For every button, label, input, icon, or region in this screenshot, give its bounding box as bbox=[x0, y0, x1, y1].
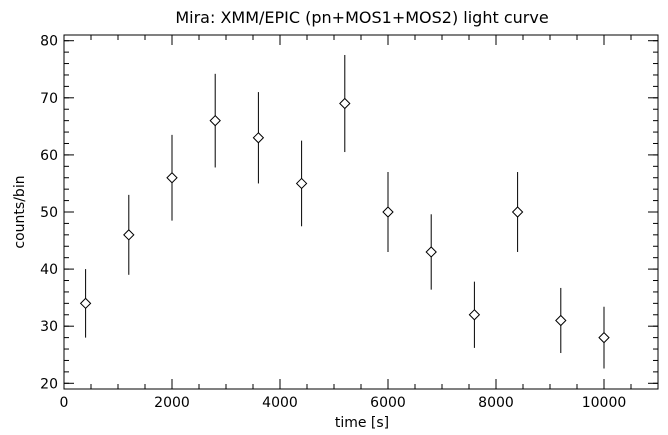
diamond-marker bbox=[511, 206, 524, 218]
diamond-marker bbox=[425, 246, 437, 258]
diamond-marker bbox=[166, 172, 178, 184]
y-tick-label: 70 bbox=[40, 91, 58, 107]
data-series bbox=[79, 54, 610, 369]
diamond-marker bbox=[252, 132, 265, 144]
diamond-marker bbox=[555, 314, 567, 327]
chart-title: Mira: XMM/EPIC (pn+MOS1+MOS2) light curv… bbox=[175, 8, 548, 27]
diamond-marker bbox=[339, 97, 351, 110]
data-point bbox=[79, 269, 92, 338]
plot-frame bbox=[63, 34, 659, 390]
diamond-marker bbox=[468, 309, 481, 321]
y-tick-label: 40 bbox=[40, 262, 58, 278]
data-point bbox=[425, 214, 437, 290]
data-point bbox=[555, 287, 567, 354]
data-point bbox=[123, 194, 135, 275]
data-point bbox=[295, 140, 308, 227]
data-point bbox=[511, 172, 524, 252]
diamond-marker bbox=[382, 206, 394, 218]
x-tick-label: 4000 bbox=[262, 395, 298, 411]
data-point bbox=[382, 172, 394, 252]
data-point bbox=[339, 54, 351, 153]
y-tick-label: 80 bbox=[40, 34, 58, 50]
x-tick-label: 2000 bbox=[154, 395, 190, 411]
diamond-marker bbox=[295, 177, 308, 190]
axis-ticks bbox=[63, 35, 659, 389]
y-axis-label: counts/bin bbox=[12, 175, 28, 248]
x-tick-label: 0 bbox=[60, 395, 69, 411]
diamond-marker bbox=[123, 229, 135, 241]
diamond-marker bbox=[209, 114, 221, 127]
data-point bbox=[598, 306, 610, 369]
data-point bbox=[468, 281, 481, 348]
data-point bbox=[166, 134, 178, 221]
y-tick-labels: 20 30 40 50 60 70 80 bbox=[40, 34, 58, 393]
diamond-marker bbox=[79, 297, 92, 310]
x-tick-label: 10000 bbox=[582, 395, 627, 411]
y-tick-label: 50 bbox=[40, 205, 58, 221]
x-tick-label: 6000 bbox=[370, 395, 406, 411]
diamond-marker bbox=[598, 331, 610, 344]
y-tick-label: 30 bbox=[40, 319, 58, 335]
y-tick-label: 20 bbox=[40, 376, 58, 392]
x-axis-label: time [s] bbox=[335, 415, 389, 431]
data-point bbox=[209, 73, 221, 168]
x-tick-labels: 0 2000 4000 6000 8000 10000 bbox=[60, 395, 627, 411]
data-point bbox=[252, 92, 265, 184]
y-tick-label: 60 bbox=[40, 148, 58, 164]
x-tick-label: 8000 bbox=[478, 395, 514, 411]
